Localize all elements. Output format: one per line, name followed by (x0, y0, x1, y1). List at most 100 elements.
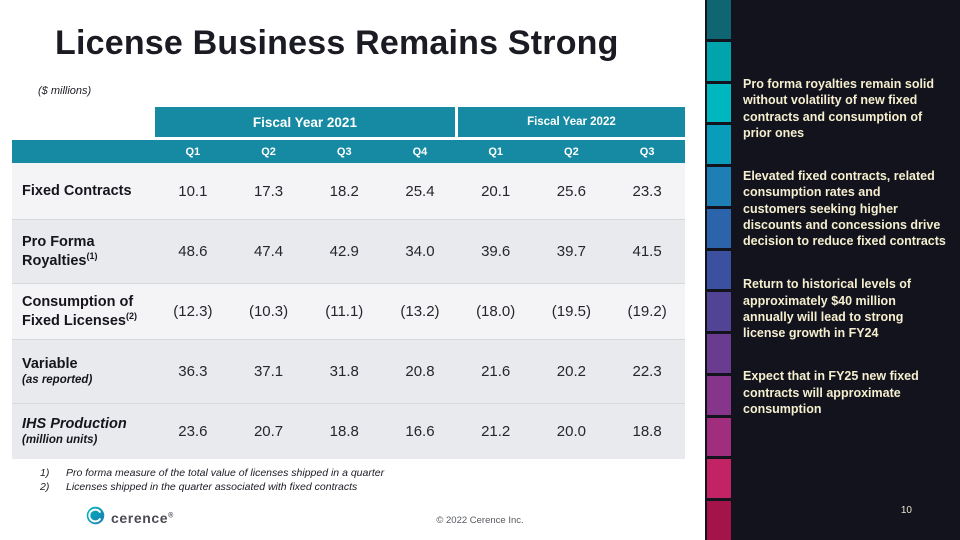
row-sublabel: (million units) (22, 434, 98, 447)
row-label-text: Fixed Contracts (22, 182, 132, 199)
table-row: Pro Forma Royalties(1) 48.6 47.4 42.9 34.0 39… (12, 219, 685, 283)
table-cell: 34.0 (382, 219, 458, 283)
footnote-number: 2) (40, 481, 50, 494)
quarter-header: Q3 (609, 137, 685, 163)
license-table: Fiscal Year 2021 Fiscal Year 2022 Q1 Q2 … (12, 107, 685, 459)
table-cell: 36.3 (155, 339, 231, 403)
quarter-header: Q2 (230, 137, 307, 163)
color-strip-block (707, 459, 731, 499)
main-content: License Business Remains Strong ($ milli… (12, 24, 705, 530)
quarter-header: Q1 (155, 137, 231, 163)
quarter-header-row: Q1 Q2 Q3 Q4 Q1 Q2 Q3 (12, 137, 685, 163)
color-strip-block (707, 292, 731, 332)
row-footnote-ref: (2) (125, 310, 137, 321)
year-header-row: Fiscal Year 2021 Fiscal Year 2022 (12, 107, 685, 137)
table-cell: 20.7 (230, 403, 307, 459)
table-cell: 25.4 (405, 182, 435, 200)
table-cell: (19.5) (533, 283, 610, 339)
footnote-number: 1) (40, 467, 50, 479)
table-cell: 22.3 (609, 339, 685, 403)
table-cell: 18.2 (329, 182, 359, 200)
table-cell: 23.3 (632, 182, 662, 200)
table-row: Variable (as reported) 36.3 37.1 31.8 20.8 21.… (12, 339, 685, 403)
sidebar-bullet-1: Pro forma royalties remain solid without… (743, 77, 935, 140)
color-strip-block (707, 125, 731, 165)
row-label: Consumption of Fixed Licenses(2) (12, 283, 155, 339)
table-row: Fixed Contracts 10.1 17.3 18.2 25.4 20.1 25.6 2… (12, 163, 685, 219)
table-cell: (12.3) (155, 283, 231, 339)
row-label: IHS Production (million units) (12, 403, 155, 459)
color-strip-block (707, 0, 731, 39)
table-cell: 25.6 (556, 182, 586, 200)
table-cell: 37.1 (230, 339, 307, 403)
table-cell: 31.8 (306, 339, 383, 403)
table-cell: 18.8 (306, 403, 383, 459)
table-cell: 20.8 (382, 339, 458, 403)
quarter-corner-cell (12, 137, 155, 163)
table-cell: (19.2) (609, 283, 685, 339)
footnote-text: Pro forma measure of the total value of … (66, 467, 385, 479)
table-cell: 16.6 (382, 403, 458, 459)
table-cell: 42.9 (306, 219, 383, 283)
row-label-text: Variable (22, 356, 78, 373)
table-cell: 18.8 (609, 403, 685, 459)
quarter-header: Q1 (457, 137, 534, 163)
table-corner-cell (12, 107, 155, 137)
table-cell: (18.0) (457, 283, 534, 339)
table-cell: (10.3) (230, 283, 307, 339)
footnotes: 1) Pro forma measure of the total value … (40, 466, 705, 494)
table-body: Fixed Contracts 10.1 17.3 18.2 25.4 20.1 25.6 2… (12, 163, 685, 459)
table-cell: 39.7 (533, 219, 610, 283)
color-strip-block (707, 208, 731, 248)
sidebar-content: Pro forma royalties remain solid without… (743, 0, 946, 540)
sidebar: Pro forma royalties remain solid without… (705, 0, 960, 540)
page-number: 10 (900, 505, 912, 516)
table-cell: 39.6 (457, 219, 534, 283)
row-label-text: Consumption of Fixed Licenses (22, 293, 134, 329)
table-cell: 48.6 (155, 219, 231, 283)
color-strip-block (707, 41, 731, 81)
sidebar-bullet-3: Return to historical levels of approxima… (743, 277, 912, 340)
cerence-wordmark: cerence® (111, 510, 174, 526)
row-label: Variable (as reported) (12, 339, 155, 403)
row-label-text: IHS Production (22, 416, 127, 433)
sidebar-bullet-2: Elevated fixed contracts, related consum… (743, 169, 946, 248)
registered-mark: ® (168, 512, 174, 520)
cerence-logo-icon (86, 506, 105, 530)
quarter-header: Q3 (306, 137, 383, 163)
table-cell: 20.0 (533, 403, 610, 459)
row-footnote-ref: (1) (86, 250, 98, 261)
table-cell: 20.1 (481, 182, 511, 200)
footnote-text: Licenses shipped in the quarter associat… (66, 481, 358, 494)
table-cell: 47.4 (230, 219, 307, 283)
color-strip-block (707, 167, 731, 206)
fy2021-header: Fiscal Year 2021 (155, 107, 458, 137)
row-sublabel: (as reported) (22, 374, 93, 387)
table-cell: 41.5 (609, 219, 685, 283)
table-row: IHS Production (million units) 23.6 20.7 18.… (12, 403, 685, 459)
row-label-text: Pro Forma Royalties (22, 233, 95, 269)
table-cell: 23.6 (155, 403, 231, 459)
color-strip-block (707, 417, 731, 457)
quarter-header: Q4 (382, 137, 458, 163)
footnote-1: 1) Pro forma measure of the total value … (40, 466, 705, 480)
table-cell: 21.6 (457, 339, 534, 403)
table-cell: 20.2 (533, 339, 610, 403)
color-strip-block (707, 83, 731, 123)
table-row: Consumption of Fixed Licenses(2) (12.3) (1… (12, 283, 685, 339)
table-cell: 17.3 (253, 182, 284, 200)
units-note: ($ millions) (38, 85, 92, 97)
cerence-logo: cerence® (86, 506, 174, 530)
slide-title: License Business Remains Strong (55, 24, 619, 62)
table-header: Fiscal Year 2021 Fiscal Year 2022 Q1 Q2 … (12, 107, 685, 163)
color-strip-block (707, 334, 731, 373)
copyright-text: © 2022 Cerence Inc. (436, 515, 524, 526)
color-strip-block (707, 250, 731, 290)
color-strip (707, 0, 731, 540)
row-label: Fixed Contracts (12, 163, 155, 219)
color-strip-block (707, 501, 731, 540)
table-cell: 10.1 (178, 182, 208, 200)
sidebar-bullet-4: Expect that in FY25 new fixed contracts … (743, 369, 919, 416)
footnote-2: 2) Licenses shipped in the quarter assoc… (40, 480, 705, 494)
